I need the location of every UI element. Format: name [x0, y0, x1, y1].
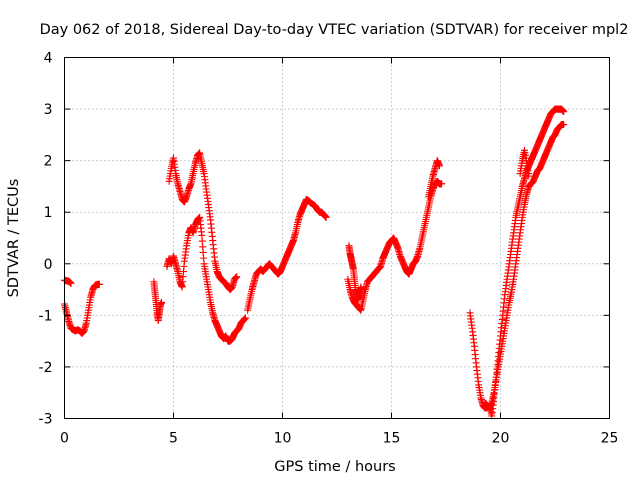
data-series-segment [61, 280, 103, 337]
data-point [560, 108, 568, 116]
data-series-segment [344, 177, 446, 314]
x-tick-label: 25 [601, 431, 619, 447]
x-tick-label: 5 [169, 431, 178, 447]
data-point [438, 180, 446, 188]
y-tick-label: 1 [44, 205, 53, 221]
y-tick-label: -1 [39, 308, 53, 324]
y-tick-label: 0 [44, 257, 53, 273]
x-tick-label: 10 [274, 431, 292, 447]
data-series-segment [466, 105, 568, 420]
data-point [525, 172, 533, 180]
data-series-segment [425, 157, 443, 201]
chart-title: Day 062 of 2018, Sidereal Day-to-day VTE… [40, 22, 629, 38]
data-point [95, 280, 103, 288]
data-series-segment [163, 213, 249, 345]
y-tick-label: -2 [39, 360, 53, 376]
x-tick-label: 20 [492, 431, 510, 447]
data-series-segment [516, 146, 533, 180]
data-point [322, 213, 330, 221]
y-tick-label: -3 [39, 412, 53, 428]
data-point [158, 298, 166, 306]
data-points [61, 105, 568, 420]
data-series-segment [345, 242, 365, 304]
grid-lines [64, 57, 610, 419]
y-tick-label: 3 [44, 102, 53, 118]
data-series-segment [165, 149, 241, 294]
data-point [435, 162, 443, 170]
x-axis-label: GPS time / hours [274, 459, 395, 475]
data-point [560, 121, 568, 129]
data-point [233, 273, 241, 281]
x-tick-label: 15 [383, 431, 401, 447]
data-series-segment [481, 121, 568, 412]
data-series-segment [150, 278, 166, 325]
data-series-segment [244, 195, 330, 314]
y-axis-label: SDTVAR / TECUs [6, 179, 22, 298]
axis-ticks: 0 5 10 15 20 25 -3 -2 -1 0 1 2 3 4 [39, 51, 619, 447]
data-series-segment [61, 276, 75, 287]
data-point [241, 314, 249, 322]
y-tick-label: 2 [44, 154, 53, 170]
plot-frame [64, 57, 610, 419]
y-tick-label: 4 [44, 51, 53, 67]
data-point [67, 279, 75, 287]
x-tick-label: 0 [60, 431, 69, 447]
